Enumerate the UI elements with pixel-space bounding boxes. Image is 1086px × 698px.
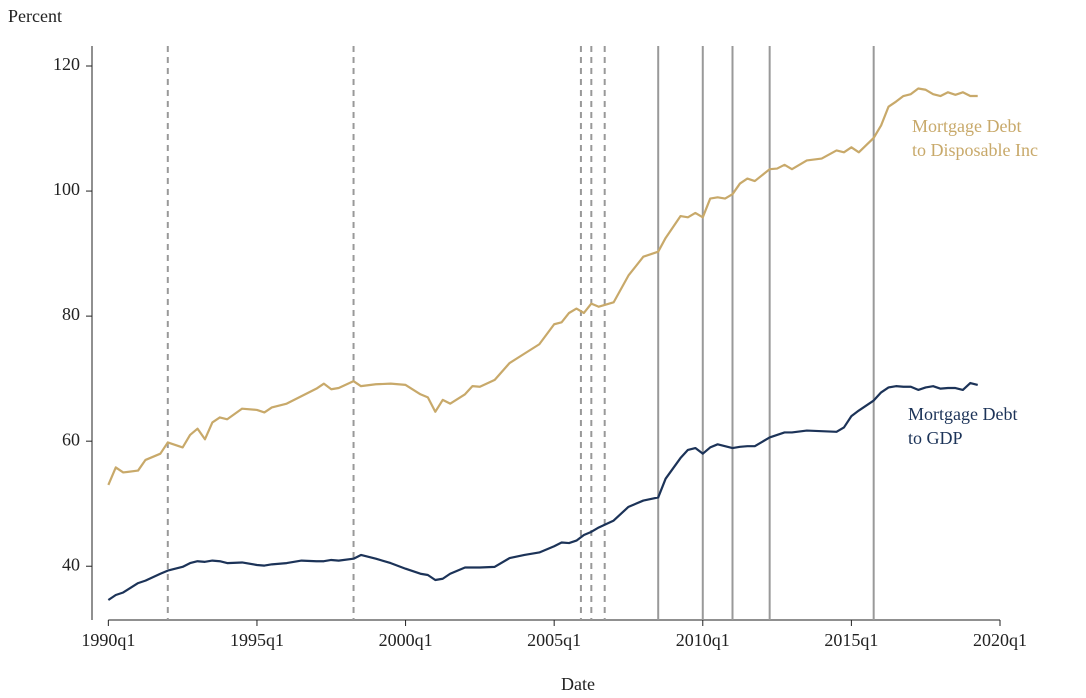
y-tick-label: 80 [62,304,80,324]
x-tick-label: 2015q1 [824,630,878,650]
x-tick-label: 2020q1 [973,630,1027,650]
series-line [107,87,978,486]
series-label: Mortgage Debt to Disposable Inc [912,116,1038,160]
y-tick-label: 120 [53,54,80,74]
x-tick-label: 2000q1 [379,630,433,650]
series-label-line: to Disposable Inc [912,140,1038,160]
x-axis-label: Date [561,674,595,694]
x-tick-label: 2005q1 [527,630,581,650]
y-tick-label: 40 [62,554,80,574]
series-label: Mortgage Debt to GDP [908,404,1022,448]
series-label-line: Mortgage Debt [908,404,1022,424]
x-tick-label: 1990q1 [81,630,135,650]
series-line [107,381,978,601]
y-tick-label: 100 [53,179,80,199]
y-tick-label: 60 [62,429,80,449]
series-label-line: Mortgage Debt [912,116,1026,136]
y-axis-label: Percent [8,6,62,26]
x-tick-label: 2010q1 [676,630,730,650]
series-label-line: to GDP [908,428,963,448]
x-tick-label: 1995q1 [230,630,284,650]
